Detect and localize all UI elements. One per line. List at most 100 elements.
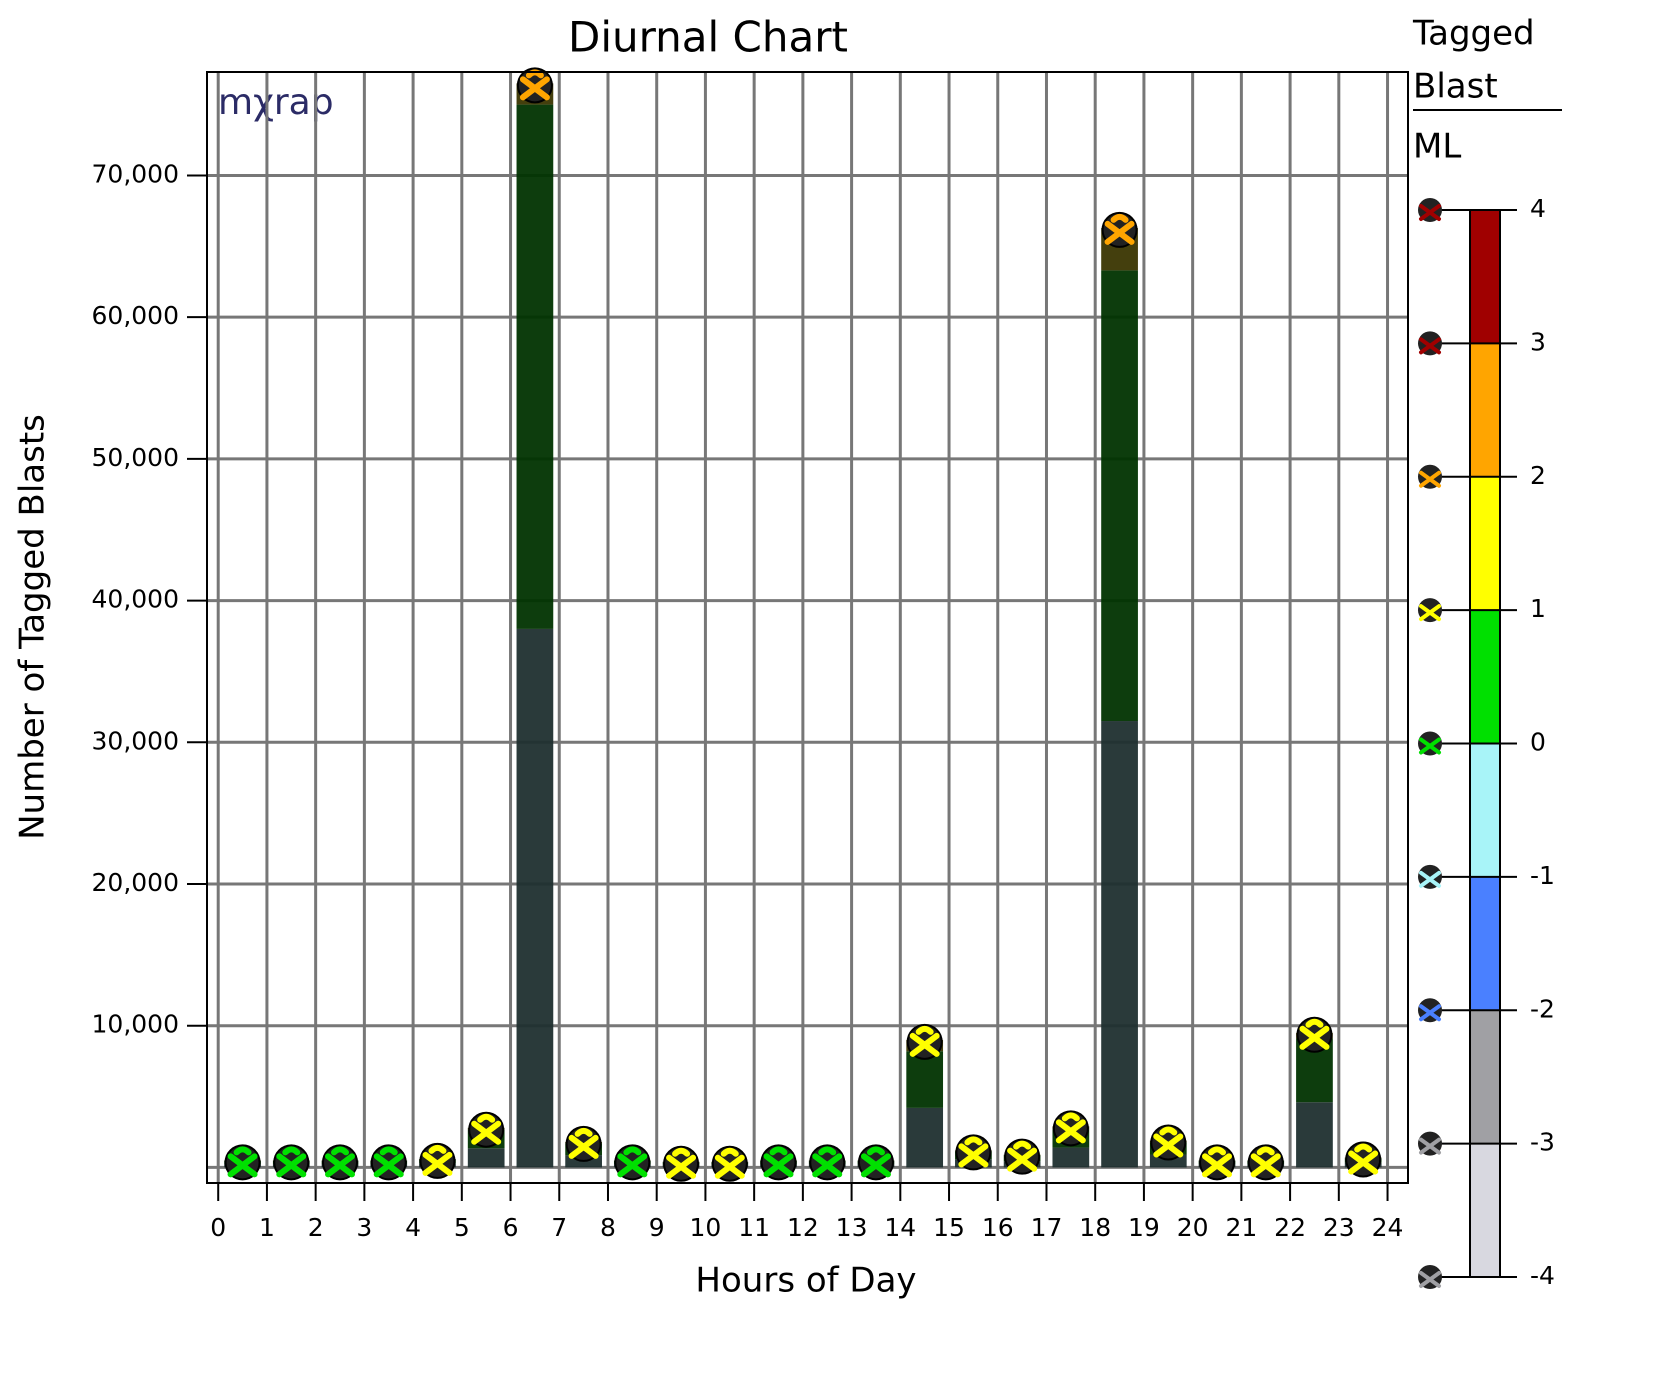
x-tick-label: 1 [259, 1213, 275, 1242]
x-tick-label: 5 [454, 1213, 470, 1242]
bar-marker [370, 1144, 407, 1181]
bar-segment [467, 1148, 505, 1168]
plot-area [207, 72, 1408, 1183]
bar-marker [1150, 1124, 1187, 1161]
marker-icon [422, 1144, 453, 1176]
x-tick-label: 14 [884, 1213, 916, 1242]
colorbar-tick-label: -4 [1530, 1261, 1555, 1290]
colorbar-band [1470, 743, 1500, 877]
bar-segment [1101, 270, 1138, 722]
colorbar-tick-label: -3 [1530, 1128, 1555, 1157]
marker-icon [227, 1146, 258, 1178]
marker-icon [763, 1146, 794, 1178]
bar-marker [565, 1125, 602, 1162]
bar-marker [1296, 1016, 1333, 1053]
bar-marker [809, 1144, 846, 1181]
plot-frame [206, 71, 1409, 1184]
y-tick-label: 60,000 [92, 301, 179, 330]
colorbar-icon-mark [1419, 1137, 1441, 1155]
colorbar-tick-label: 1 [1530, 594, 1546, 623]
colorbar-icon-mark [1419, 204, 1441, 221]
colorbar-icon-mark [1419, 1004, 1441, 1022]
y-tick-label: 30,000 [92, 726, 179, 755]
colorbar-icon-mark [1419, 1271, 1441, 1288]
bar-marker [468, 1111, 505, 1148]
x-tick-label: 18 [1079, 1213, 1111, 1242]
bar-segment [516, 104, 554, 629]
bar-marker [614, 1144, 651, 1181]
marker-icon [958, 1136, 989, 1168]
colorbar-tick-label: 4 [1530, 194, 1546, 223]
bar-marker [1345, 1141, 1382, 1178]
marker-icon [860, 1146, 891, 1178]
colorbar-tick-label: 2 [1530, 461, 1546, 490]
x-tick-label: 10 [690, 1213, 722, 1242]
bar-marker [906, 1023, 943, 1060]
marker-icon [1202, 1146, 1233, 1178]
bar-segment [516, 628, 554, 1168]
x-tick-label: 11 [738, 1213, 770, 1242]
marker-icon [1007, 1140, 1038, 1172]
x-tick-label: 4 [405, 1213, 421, 1242]
bar-marker [1004, 1138, 1041, 1175]
x-tick-label: 22 [1274, 1213, 1306, 1242]
x-tick-label: 23 [1323, 1213, 1355, 1242]
bar-segment [906, 1107, 944, 1168]
x-tick-label: 24 [1372, 1213, 1404, 1242]
x-tick-label: 19 [1128, 1213, 1160, 1242]
y-tick-label: 10,000 [92, 1010, 179, 1039]
bar-marker [273, 1144, 310, 1181]
marker-icon [1348, 1143, 1379, 1175]
colorbar-band [1470, 1143, 1500, 1277]
bar-marker [1247, 1144, 1284, 1181]
colorbar-band [1470, 476, 1500, 611]
colorbar-band [1470, 210, 1500, 344]
colorbar-band [1470, 1010, 1500, 1144]
y-tick-label: 70,000 [92, 159, 179, 188]
colorbar-band [1470, 343, 1500, 477]
colorbar-icon-mark [1419, 870, 1441, 888]
y-axis-label: Number of Tagged Blasts [13, 414, 53, 840]
bar-segment [906, 1051, 944, 1108]
marker-icon [568, 1127, 599, 1159]
x-tick-label: 13 [836, 1213, 868, 1242]
x-tick-label: 21 [1225, 1213, 1257, 1242]
x-tick-label: 17 [1031, 1213, 1063, 1242]
bar-segment [1101, 721, 1138, 1168]
marker-icon [812, 1146, 843, 1178]
bar-marker [663, 1145, 700, 1182]
colorbar-tick-label: 3 [1530, 327, 1546, 356]
bar-marker [760, 1144, 797, 1181]
bar-marker [322, 1144, 359, 1181]
marker-icon [714, 1147, 745, 1179]
bar-segment [1052, 1147, 1090, 1168]
marker-icon [1153, 1126, 1184, 1158]
colorbar-tick-label: -1 [1530, 861, 1555, 890]
colorbar-label: ML [1413, 127, 1461, 167]
x-tick-label: 9 [649, 1213, 665, 1242]
chart-title: Diurnal Chart [568, 13, 848, 62]
colorbar-icon-mark [1419, 337, 1441, 355]
bar-marker [955, 1134, 992, 1171]
x-tick-label: 12 [787, 1213, 819, 1242]
marker-icon [276, 1146, 307, 1178]
marker-icon [909, 1025, 940, 1057]
colorbar-tick-label: -2 [1530, 994, 1555, 1023]
y-tick-label: 50,000 [92, 443, 179, 472]
x-tick-label: 16 [982, 1213, 1014, 1242]
bar-marker [1199, 1144, 1236, 1181]
y-tick-label: 20,000 [92, 868, 179, 897]
x-tick-label: 0 [210, 1213, 226, 1242]
colorbar-icon-mark [1419, 470, 1441, 488]
x-tick-label: 6 [503, 1213, 519, 1242]
colorbar-icon-mark [1419, 604, 1441, 622]
bar-marker [516, 67, 553, 104]
x-axis-label: Hours of Day [695, 1261, 916, 1301]
marker-icon [373, 1146, 404, 1178]
colorbar-tick-label: 0 [1530, 728, 1546, 757]
marker-icon [1299, 1018, 1330, 1050]
colorbar-band [1470, 610, 1500, 744]
bar-marker [1052, 1110, 1089, 1147]
x-tick-label: 15 [933, 1213, 965, 1242]
